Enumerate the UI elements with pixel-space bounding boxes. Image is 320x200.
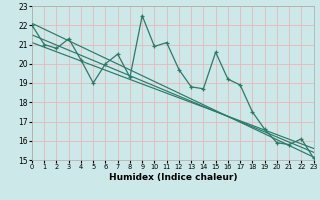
X-axis label: Humidex (Indice chaleur): Humidex (Indice chaleur)	[108, 173, 237, 182]
